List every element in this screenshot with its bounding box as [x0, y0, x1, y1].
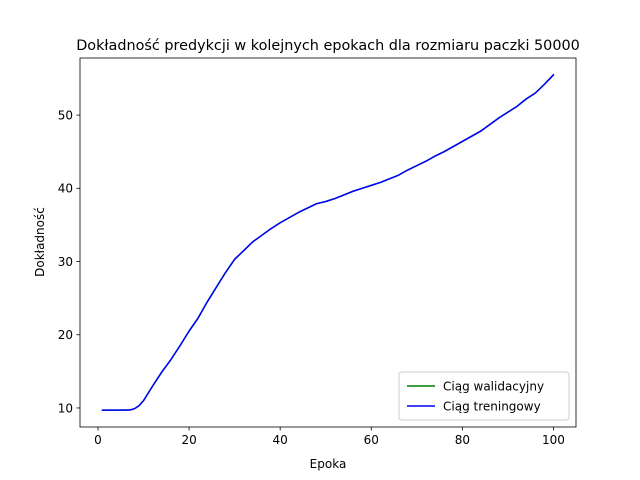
plot-background — [80, 58, 576, 427]
x-tick-label: 60 — [364, 433, 379, 447]
chart-title: Dokładność predykcji w kolejnych epokach… — [76, 38, 580, 54]
x-axis-label: Epoka — [310, 457, 347, 471]
y-axis-label: Dokładność — [33, 207, 47, 277]
y-tick-label: 40 — [58, 182, 73, 196]
legend: Ciąg walidacyjny Ciąg treningowy — [398, 371, 570, 421]
legend-label: Ciąg treningowy — [443, 399, 541, 413]
x-tick-label: 40 — [273, 433, 288, 447]
x-tick-label: 100 — [542, 433, 565, 447]
y-tick-label: 20 — [58, 328, 73, 342]
x-tick-label: 0 — [94, 433, 102, 447]
axes-layer: 0 20 40 60 80 100 10 20 30 40 50 — [58, 57, 577, 447]
y-tick-label: 30 — [58, 255, 73, 269]
x-tick-label: 80 — [455, 433, 470, 447]
y-tick-label: 50 — [58, 108, 73, 122]
legend-label: Ciąg walidacyjny — [443, 379, 544, 393]
legend-box — [398, 371, 570, 421]
series-line-training — [101, 73, 555, 411]
x-tick-label: 20 — [181, 433, 196, 447]
series-layer — [101, 73, 555, 411]
plot-frame — [79, 57, 577, 428]
y-tick-label: 10 — [58, 401, 73, 415]
